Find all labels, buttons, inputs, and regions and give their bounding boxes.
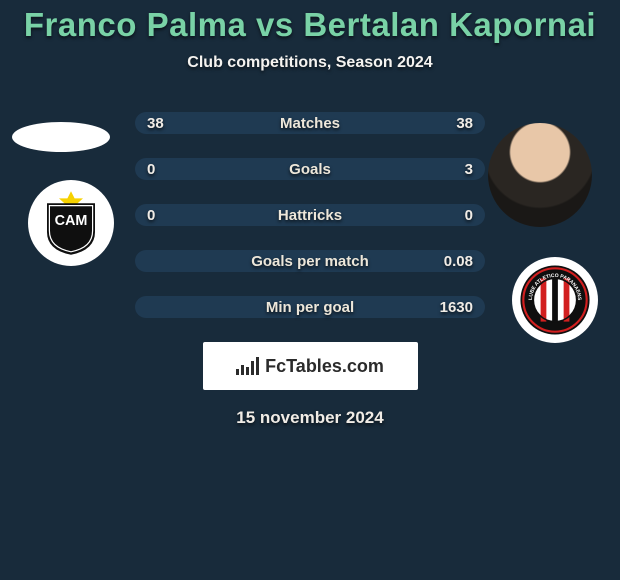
stat-right-value: 0.08 (433, 253, 473, 270)
stat-label: Goals per match (187, 253, 433, 270)
date-label: 15 november 2024 (0, 408, 620, 428)
stat-row-goals: 0 Goals 3 (135, 158, 485, 180)
cam-shield-icon: CAM (38, 190, 104, 256)
stat-right-value: 38 (433, 115, 473, 132)
stat-row-goals-per-match: Goals per match 0.08 (135, 250, 485, 272)
svg-text:CAM: CAM (55, 213, 88, 229)
left-club-badge: CAM (28, 180, 114, 266)
stat-row-matches: 38 Matches 38 (135, 112, 485, 134)
subtitle: Club competitions, Season 2024 (0, 54, 620, 72)
stat-label: Goals (187, 161, 433, 178)
cap-badge-icon: CLUBE ATLETICO PARANAENSE (519, 264, 591, 336)
stat-row-hattricks: 0 Hattricks 0 (135, 204, 485, 226)
page-title: Franco Palma vs Bertalan Kapornai (0, 6, 620, 44)
stat-right-value: 3 (433, 161, 473, 178)
right-player-avatar (488, 123, 592, 227)
stat-left-value: 0 (147, 161, 187, 178)
stat-row-min-per-goal: Min per goal 1630 (135, 296, 485, 318)
brand-text: FcTables.com (265, 356, 384, 377)
stat-right-value: 0 (433, 207, 473, 224)
stat-label: Min per goal (187, 299, 433, 316)
stat-label: Hattricks (187, 207, 433, 224)
stat-left-value: 0 (147, 207, 187, 224)
stat-label: Matches (187, 115, 433, 132)
player-face-icon (488, 123, 592, 227)
right-club-badge: CLUBE ATLETICO PARANAENSE (512, 257, 598, 343)
stat-right-value: 1630 (433, 299, 473, 316)
stat-left-value: 38 (147, 115, 187, 132)
brand-box: FcTables.com (203, 342, 418, 390)
left-player-avatar (12, 122, 110, 152)
bars-icon (236, 357, 259, 375)
